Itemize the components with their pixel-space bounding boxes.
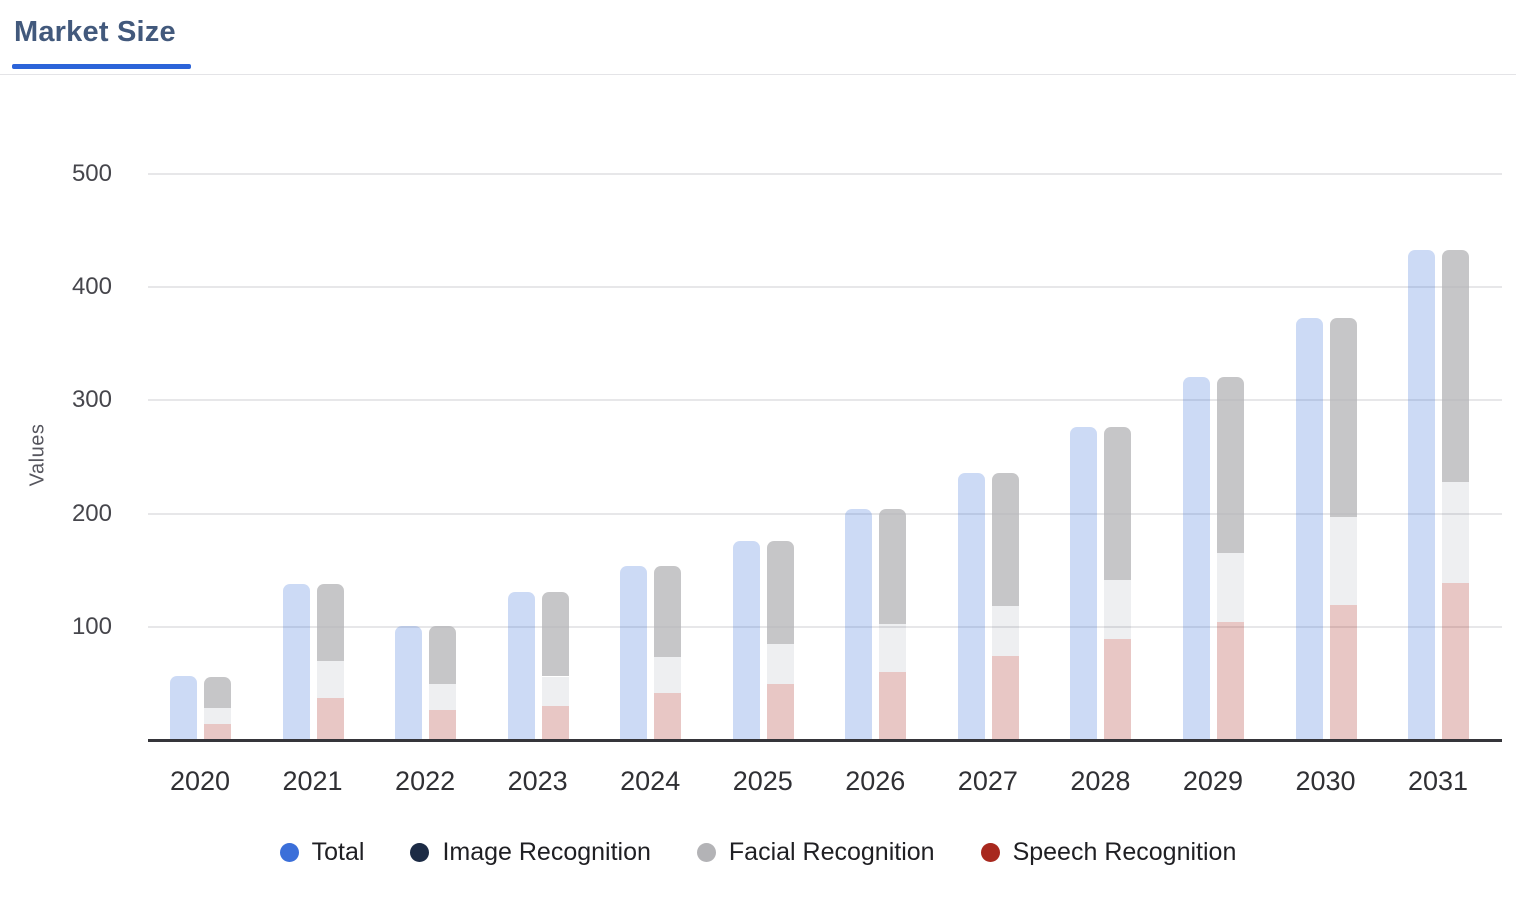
bar-total-2031[interactable] xyxy=(1408,249,1436,741)
bar-speech-recognition-2021[interactable] xyxy=(316,697,344,741)
gridline-500 xyxy=(148,173,1502,175)
gridline-400 xyxy=(148,286,1502,289)
bar-speech-recognition-2031[interactable] xyxy=(1442,582,1470,741)
bar-image-recognition-2031[interactable] xyxy=(1442,481,1470,583)
x-tick-2030: 2030 xyxy=(1295,766,1356,796)
active-tab-underline xyxy=(12,64,191,69)
tab-market-size[interactable]: Market Size xyxy=(12,12,191,69)
bar-total-2030[interactable] xyxy=(1295,317,1323,741)
x-tick-2027: 2027 xyxy=(957,766,1018,796)
legend-item-facial-recognition[interactable]: Facial Recognition xyxy=(696,838,935,867)
bar-facial-recognition-2024[interactable] xyxy=(654,565,682,658)
panel-header: Market Size xyxy=(0,0,1516,75)
bar-image-recognition-2026[interactable] xyxy=(879,624,907,672)
bar-speech-recognition-2023[interactable] xyxy=(541,705,569,741)
bar-image-recognition-2024[interactable] xyxy=(654,657,682,694)
bar-speech-recognition-2026[interactable] xyxy=(879,671,907,741)
x-tick-2023: 2023 xyxy=(507,766,568,796)
bar-total-2025[interactable] xyxy=(732,540,760,741)
bar-image-recognition-2020[interactable] xyxy=(204,708,231,725)
bar-facial-recognition-2029[interactable] xyxy=(1216,376,1244,554)
bar-total-2024[interactable] xyxy=(620,565,648,741)
bar-total-2021[interactable] xyxy=(282,583,310,741)
legend-item-image-recognition[interactable]: Image Recognition xyxy=(410,838,651,867)
y-tick-500: 500 xyxy=(71,160,112,187)
bar-image-recognition-2029[interactable] xyxy=(1216,553,1244,623)
bar-facial-recognition-2030[interactable] xyxy=(1329,317,1357,517)
legend-marker-icon xyxy=(980,843,1000,862)
x-tick-2025: 2025 xyxy=(732,766,793,796)
bar-speech-recognition-2028[interactable] xyxy=(1104,639,1132,741)
legend: Total Image Recognition Facial Recognition… xyxy=(0,838,1516,867)
bar-facial-recognition-2020[interactable] xyxy=(204,676,231,709)
x-tick-2031: 2031 xyxy=(1408,766,1469,796)
y-tick-200: 200 xyxy=(71,499,112,527)
legend-marker-icon xyxy=(410,843,430,862)
x-tick-2028: 2028 xyxy=(1070,766,1131,796)
bar-total-2027[interactable] xyxy=(957,472,985,741)
bar-image-recognition-2023[interactable] xyxy=(541,676,569,706)
legend-item-speech-recognition[interactable]: Speech Recognition xyxy=(980,838,1237,867)
bar-facial-recognition-2021[interactable] xyxy=(316,583,344,661)
bar-facial-recognition-2028[interactable] xyxy=(1104,427,1132,581)
bar-facial-recognition-2026[interactable] xyxy=(879,508,907,625)
y-tick-300: 300 xyxy=(71,386,112,414)
bar-facial-recognition-2023[interactable] xyxy=(541,591,569,677)
bar-total-2026[interactable] xyxy=(845,508,873,741)
y-tick-400: 400 xyxy=(71,273,112,301)
bar-image-recognition-2027[interactable] xyxy=(991,606,1019,657)
y-axis-tick-labels: 100 200 300 400 500 xyxy=(28,120,112,741)
plot-area xyxy=(148,120,1502,741)
y-tick-100: 100 xyxy=(71,612,112,640)
x-tick-2029: 2029 xyxy=(1182,766,1243,796)
bar-total-2028[interactable] xyxy=(1070,427,1098,741)
legend-label: Total xyxy=(311,838,365,866)
bar-facial-recognition-2022[interactable] xyxy=(429,625,457,685)
bar-image-recognition-2028[interactable] xyxy=(1104,580,1132,640)
x-tick-2024: 2024 xyxy=(620,766,681,796)
bar-image-recognition-2022[interactable] xyxy=(429,684,457,711)
legend-marker-icon xyxy=(279,843,299,862)
x-tick-2022: 2022 xyxy=(395,766,456,796)
bar-total-2029[interactable] xyxy=(1182,376,1210,741)
bar-total-2022[interactable] xyxy=(395,625,423,741)
bar-total-2020[interactable] xyxy=(170,676,197,741)
bar-image-recognition-2021[interactable] xyxy=(316,660,344,698)
gridline-300 xyxy=(148,399,1502,402)
legend-item-total[interactable]: Total xyxy=(279,838,365,867)
x-tick-2026: 2026 xyxy=(845,766,906,796)
bar-speech-recognition-2024[interactable] xyxy=(654,693,682,741)
bar-speech-recognition-2027[interactable] xyxy=(991,656,1019,741)
gridline-100 xyxy=(148,625,1502,628)
bar-speech-recognition-2029[interactable] xyxy=(1216,622,1244,741)
page-title: Market Size xyxy=(14,16,176,48)
x-axis-tick-labels: 2020 2021 2022 2023 2024 2025 2026 2027 2028 2029… xyxy=(148,766,1502,806)
x-tick-2021: 2021 xyxy=(282,766,343,796)
legend-label: Facial Recognition xyxy=(728,838,935,866)
bar-total-2023[interactable] xyxy=(507,591,535,741)
x-axis-line xyxy=(148,739,1502,742)
bar-image-recognition-2030[interactable] xyxy=(1329,516,1357,606)
bar-speech-recognition-2020[interactable] xyxy=(204,724,231,741)
x-tick-2020: 2020 xyxy=(169,766,231,796)
bar-speech-recognition-2022[interactable] xyxy=(429,710,457,741)
bar-facial-recognition-2025[interactable] xyxy=(766,540,794,644)
gridline-200 xyxy=(148,512,1502,515)
bar-facial-recognition-2031[interactable] xyxy=(1442,249,1470,482)
bar-speech-recognition-2025[interactable] xyxy=(766,684,794,741)
bar-image-recognition-2025[interactable] xyxy=(766,643,794,685)
bar-facial-recognition-2027[interactable] xyxy=(991,472,1019,607)
bar-speech-recognition-2030[interactable] xyxy=(1329,605,1357,741)
legend-marker-icon xyxy=(696,843,716,862)
legend-label: Speech Recognition xyxy=(1012,838,1237,866)
legend-label: Image Recognition xyxy=(442,838,651,866)
